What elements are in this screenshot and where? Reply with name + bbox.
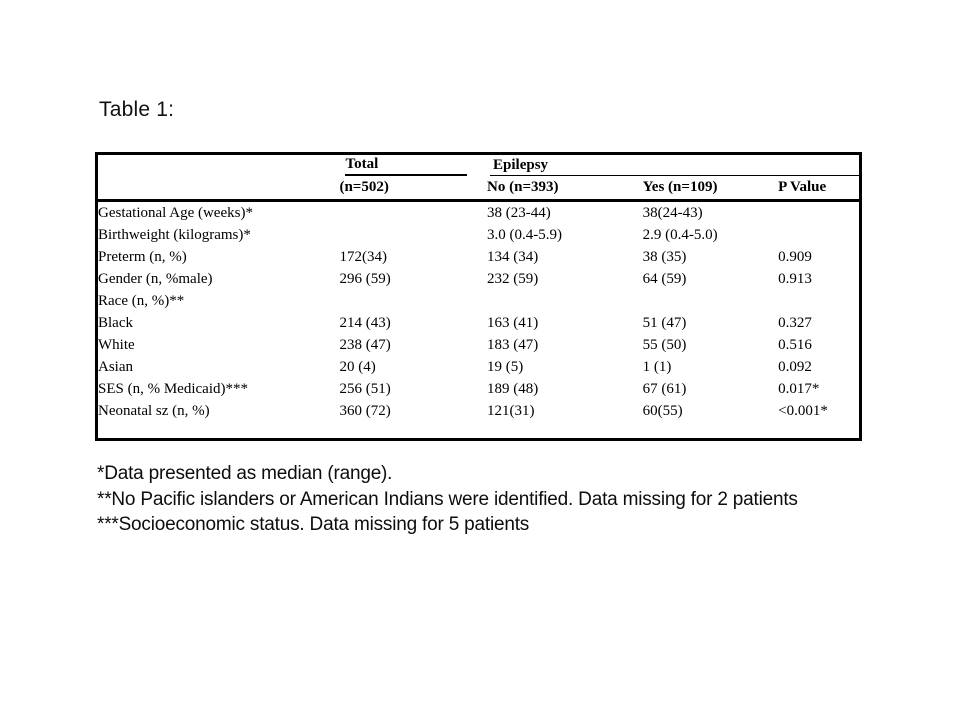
header-epilepsy-label: Epilepsy: [493, 157, 549, 173]
cell-pvalue: 0.017*: [778, 380, 820, 397]
cell-pvalue: 0.909: [778, 248, 812, 265]
cell-no: 38 (23-44): [487, 204, 551, 221]
table-row: Neonatal sz (n, %) 360 (72) 121(31) 60(5…: [97, 400, 861, 422]
row-label: Black: [98, 314, 133, 331]
cell-pvalue: <0.001*: [778, 402, 828, 419]
cell-no: 121(31): [487, 402, 535, 419]
header-total-group: Total: [339, 154, 487, 176]
cell-no: 19 (5): [487, 358, 524, 375]
cell-total: 256 (51): [339, 380, 391, 397]
cell-total: [339, 224, 487, 246]
cell-total: 214 (43): [339, 314, 391, 331]
cell-pvalue: 0.516: [778, 336, 812, 353]
row-label: Neonatal sz (n, %): [98, 402, 210, 419]
cell-no: 183 (47): [487, 336, 539, 353]
table-row: Race (n, %)**: [97, 290, 861, 312]
row-label: Asian: [98, 358, 133, 375]
footnote-race: **No Pacific islanders or American India…: [97, 488, 798, 510]
page-title: Table 1:: [99, 98, 175, 121]
row-label: SES (n, % Medicaid)***: [98, 380, 248, 397]
row-label: Birthweight (kilograms)*: [98, 226, 251, 243]
cell-pvalue: 0.327: [778, 314, 812, 331]
row-label: Gestational Age (weeks)*: [98, 204, 253, 221]
total-underline: Total: [345, 156, 468, 176]
row-label: Preterm (n, %): [98, 248, 187, 265]
table-row: SES (n, % Medicaid)*** 256 (51) 189 (48)…: [97, 378, 861, 400]
cell-no: 232 (59): [487, 270, 539, 287]
cell-no: [487, 290, 643, 312]
cell-yes: 55 (50): [642, 336, 687, 353]
table-row: Birthweight (kilograms)* 3.0 (0.4-5.9) 2…: [97, 224, 861, 246]
epilepsy-underline: Epilepsy: [490, 157, 859, 176]
cell-total: 238 (47): [339, 336, 391, 353]
footnotes-block: *Data presented as median (range). **No …: [97, 461, 798, 538]
cell-pvalue: [778, 290, 860, 312]
cell-yes: 38(24-43): [642, 204, 703, 221]
header-pvalue-column: P Value: [778, 176, 861, 202]
footnote-ses: ***Socioeconomic status. Data missing fo…: [97, 514, 530, 535]
cell-total: [339, 201, 487, 225]
cell-yes: 38 (35): [642, 248, 687, 265]
cell-pvalue: [778, 224, 860, 246]
header-no-column: No (n=393): [487, 176, 643, 202]
cell-yes: 1 (1): [642, 358, 672, 375]
table-container: Total Epilepsy (n=502) No (n=393) Yes (n…: [95, 152, 862, 441]
cell-no: 163 (41): [487, 314, 539, 331]
cell-yes: 67 (61): [642, 380, 687, 397]
table-row: Black 214 (43) 163 (41) 51 (47) 0.327: [97, 312, 861, 334]
cell-no: 189 (48): [487, 380, 539, 397]
header-row-columns: (n=502) No (n=393) Yes (n=109) P Value: [96, 176, 861, 202]
table-row: Gestational Age (weeks)* 38 (23-44) 38(2…: [97, 201, 861, 225]
header-total-label: Total: [345, 156, 379, 172]
table-row: Gender (n, %male) 296 (59) 232 (59) 64 (…: [97, 268, 861, 290]
header-epilepsy-group: Epilepsy: [487, 154, 860, 176]
header-empty-cell-2: [96, 176, 340, 202]
cell-pvalue: 0.913: [778, 270, 812, 287]
table-row: White 238 (47) 183 (47) 55 (50) 0.516: [97, 334, 861, 356]
table-row: Asian 20 (4) 19 (5) 1 (1) 0.092: [97, 356, 861, 378]
table-bottom-spacer: [97, 422, 861, 440]
cell-yes: 64 (59): [642, 270, 687, 287]
cell-yes: 2.9 (0.4-5.0): [642, 226, 718, 243]
cell-yes: [643, 290, 779, 312]
header-row-groups: Total Epilepsy: [97, 154, 861, 177]
row-label: White: [98, 336, 135, 353]
cell-no: 134 (34): [487, 248, 539, 265]
row-label: Gender (n, %male): [98, 270, 213, 287]
table-header: Total Epilepsy (n=502) No (n=393) Yes (n…: [96, 154, 861, 202]
cell-pvalue: 0.092: [778, 358, 812, 375]
table-body: Gestational Age (weeks)* 38 (23-44) 38(2…: [97, 201, 861, 440]
header-yes-column: Yes (n=109): [642, 176, 779, 202]
header-total-n: (n=502): [339, 176, 488, 202]
cell-total: 172(34): [339, 248, 387, 265]
cell-no: 3.0 (0.4-5.9): [487, 226, 563, 243]
cell-total: 20 (4): [339, 358, 376, 375]
cell-total: 360 (72): [339, 402, 391, 419]
row-label: Race (n, %)**: [98, 292, 185, 309]
footnote-median: *Data presented as median (range).: [97, 463, 393, 484]
demographics-table: Total Epilepsy (n=502) No (n=393) Yes (n…: [95, 152, 862, 441]
header-empty-cell: [97, 154, 340, 177]
table-row: Preterm (n, %) 172(34) 134 (34) 38 (35) …: [97, 246, 861, 268]
cell-yes: 60(55): [642, 402, 683, 419]
cell-total: [339, 290, 487, 312]
cell-pvalue: [778, 201, 860, 225]
cell-total: 296 (59): [339, 270, 391, 287]
cell-yes: 51 (47): [642, 314, 687, 331]
